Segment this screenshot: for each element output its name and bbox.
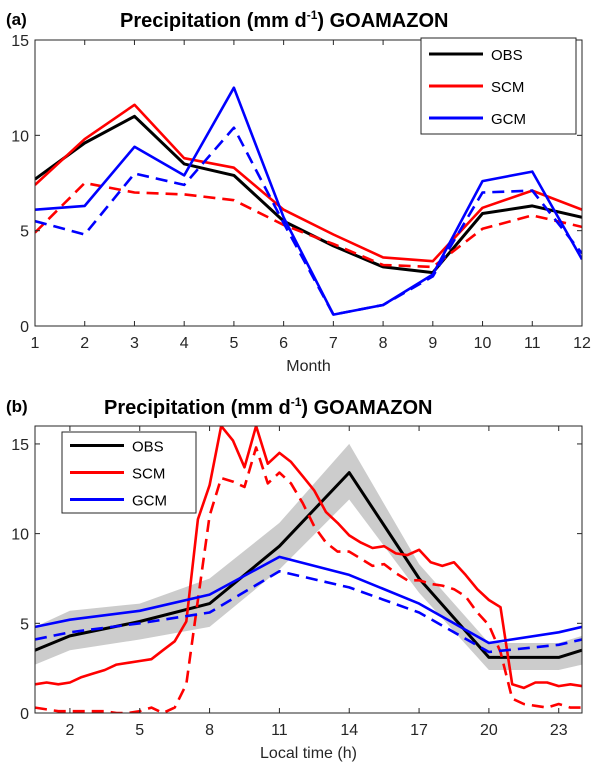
x-tick-label: 1 xyxy=(31,335,40,352)
legend-label-gcm: GCM xyxy=(132,493,167,510)
y-tick-label: 0 xyxy=(20,319,29,336)
x-tick-label: 12 xyxy=(573,335,591,352)
gcm-dashed-line xyxy=(35,569,582,654)
x-axis-label: Month xyxy=(286,358,330,375)
legend: OBS SCM GCM xyxy=(420,37,577,135)
x-tick-label: 3 xyxy=(130,335,139,352)
panel-label: (a) xyxy=(6,10,27,29)
legend-label-scm: SCM xyxy=(491,79,524,96)
gcm-dashed-line xyxy=(35,126,582,316)
plot-content xyxy=(35,426,582,713)
x-tick-label: 8 xyxy=(205,722,214,739)
plot-content xyxy=(35,86,582,316)
x-tick-label: 23 xyxy=(550,722,568,739)
chart-title-rest: ) GOAMAZON xyxy=(317,10,448,32)
x-tick-label: 5 xyxy=(229,335,238,352)
chart-title: Precipitation (mm d-1) GOAMAZON xyxy=(120,8,448,32)
chart-title-superscript: -1 xyxy=(291,395,302,409)
x-tick-label: 7 xyxy=(329,335,338,352)
x-tick-label: 5 xyxy=(135,722,144,739)
x-axis-label: Local time (h) xyxy=(260,745,357,762)
axes-frame xyxy=(34,425,583,714)
x-tick-label: 20 xyxy=(480,722,498,739)
scm-solid-line xyxy=(35,426,582,690)
chart-panel-2: (b) Precipitation (mm d-1) GOAMAZON 2 5 8 11 1… xyxy=(6,395,583,762)
x-tick-label: 8 xyxy=(379,335,388,352)
x-tick-label: 11 xyxy=(271,722,288,739)
x-tick-label: 14 xyxy=(340,722,358,739)
y-tick-label: 15 xyxy=(11,33,29,50)
panel-label: (b) xyxy=(6,397,28,416)
y-tick-label: 5 xyxy=(20,224,29,241)
chart-title: Precipitation (mm d-1) GOAMAZON xyxy=(104,395,432,419)
x-tick-label: 11 xyxy=(524,335,541,352)
obs-solid-line xyxy=(35,114,582,275)
y-tick-label: 5 xyxy=(20,616,29,633)
y-tick-label: 10 xyxy=(11,128,29,145)
axes-frame xyxy=(34,39,583,327)
scm-solid-line xyxy=(35,103,582,263)
y-tick-label: 0 xyxy=(20,706,29,723)
legend-label-obs: OBS xyxy=(132,439,164,456)
x-tick-label: 10 xyxy=(474,335,492,352)
gcm-solid-line xyxy=(35,555,582,645)
legend-label-gcm: GCM xyxy=(491,111,526,128)
chart-title-rest: ) GOAMAZON xyxy=(301,397,432,419)
legend: OBS SCM GCM xyxy=(61,431,197,514)
x-tick-label: 4 xyxy=(180,335,189,352)
x-tick-label: 2 xyxy=(65,722,74,739)
x-tick-label: 6 xyxy=(279,335,288,352)
chart-title-main: Precipitation (mm d xyxy=(120,10,307,32)
legend-label-scm: SCM xyxy=(132,466,165,483)
obs-solid-line xyxy=(35,471,582,659)
x-tick-label: 17 xyxy=(410,722,428,739)
y-tick-label: 10 xyxy=(11,527,29,544)
x-tick-label: 2 xyxy=(80,335,89,352)
scm-dashed-line xyxy=(35,181,582,269)
gcm-solid-line xyxy=(35,86,582,316)
chart-title-superscript: -1 xyxy=(307,8,318,22)
y-tick-label: 15 xyxy=(11,437,29,454)
scm-dashed-line xyxy=(35,446,582,713)
legend-label-obs: OBS xyxy=(491,47,523,64)
chart-title-main: Precipitation (mm d xyxy=(104,397,291,419)
x-tick-label: 9 xyxy=(428,335,437,352)
